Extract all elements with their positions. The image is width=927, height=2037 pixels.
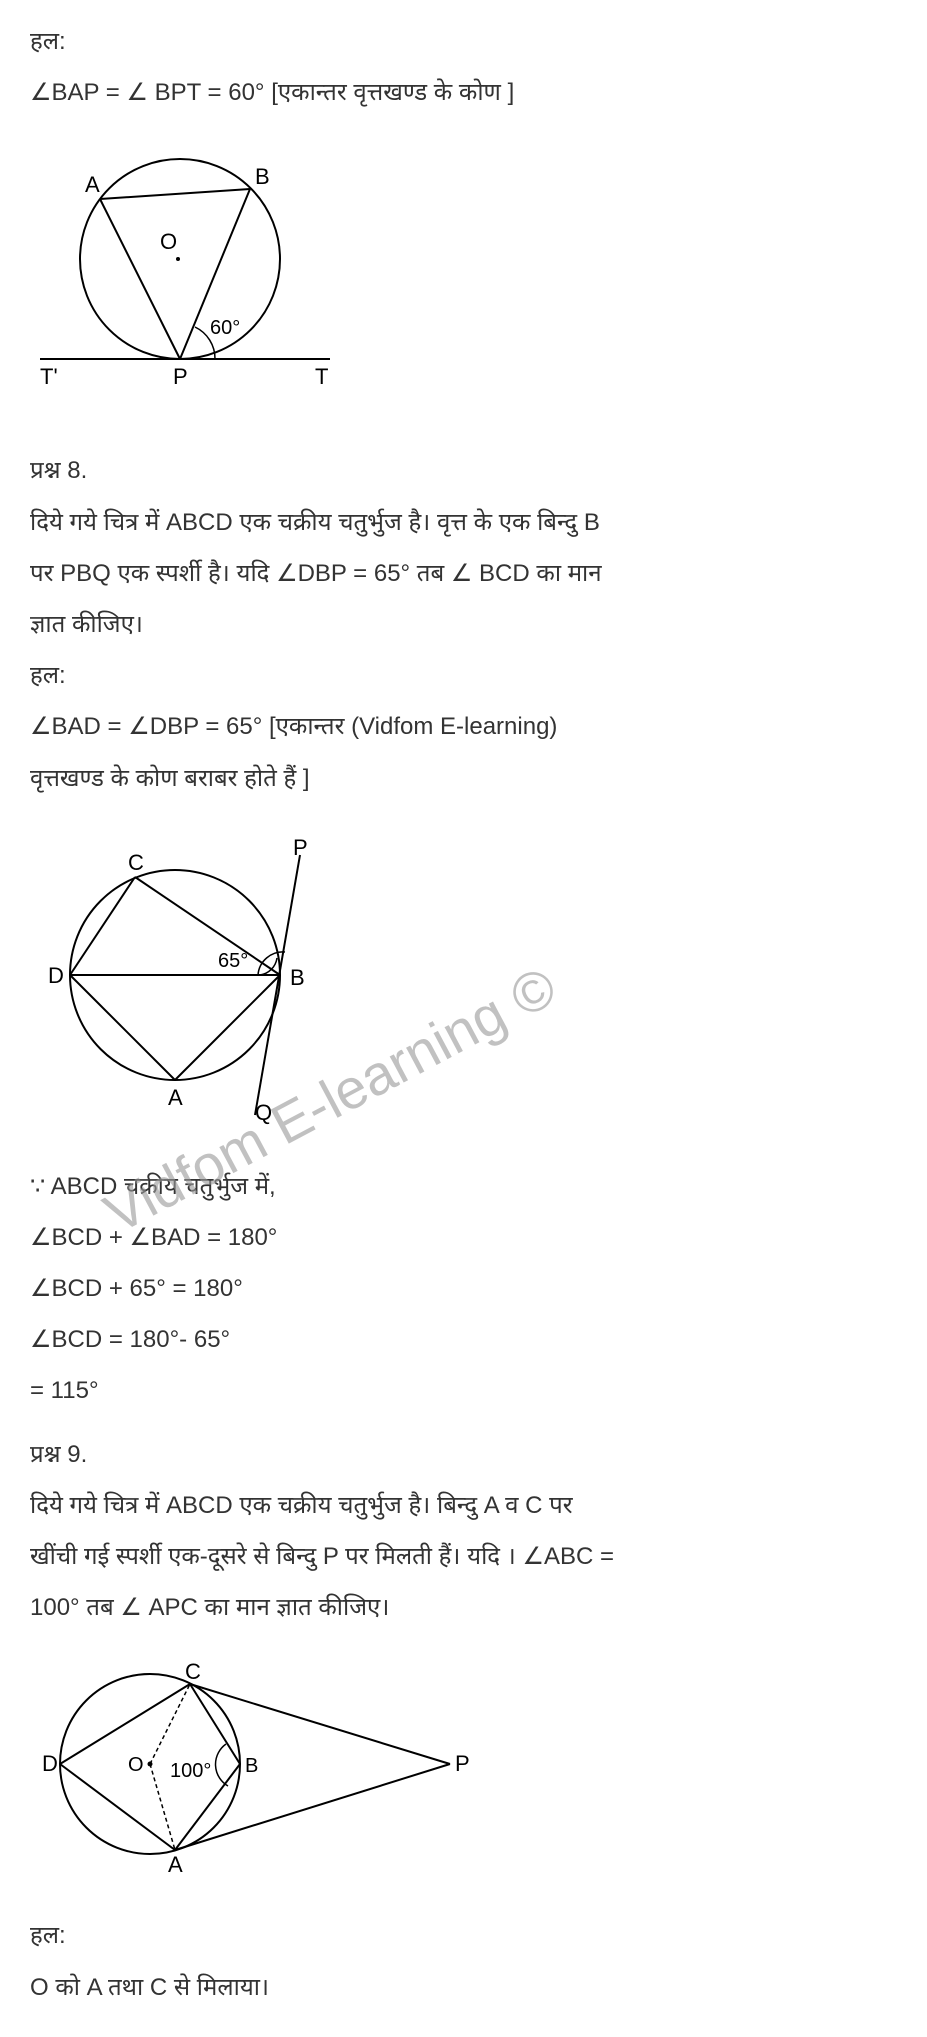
label3-A: A — [168, 1852, 183, 1877]
q8-calc-line4: ∠BCD = 180°- 65° — [30, 1318, 897, 1361]
q9-line2: खींची गई स्पर्शी एक-दूसरे से बिन्दु P पर… — [30, 1535, 897, 1578]
label2-D: D — [48, 963, 64, 988]
label3-C: C — [185, 1659, 201, 1684]
q8-calc-line5: = 115° — [30, 1369, 897, 1412]
solution-label: हल: — [30, 20, 897, 63]
q8-calc-line3: ∠BCD + 65° = 180° — [30, 1267, 897, 1310]
q9-line1: दिये गये चित्र में ABCD एक चक्रीय चतुर्भ… — [30, 1484, 897, 1527]
diagram-2: C P D B 65° A Q — [30, 815, 897, 1135]
q9-sol-label: हल: — [30, 1914, 897, 1957]
label3-B: B — [245, 1755, 258, 1777]
label-O: O — [160, 229, 177, 254]
q9-sol-line1: O को A तथा C से मिलाया। — [30, 1966, 897, 2009]
label-P: P — [173, 364, 188, 389]
diagram-3: C D O 100° B P A — [30, 1644, 897, 1884]
label3-P: P — [455, 1751, 470, 1776]
label-B: B — [255, 164, 270, 189]
label-A: A — [85, 172, 100, 197]
label2-Q: Q — [255, 1100, 272, 1125]
q8-calc-line1: ∵ ABCD चक्रीय चतुर्भुज में, — [30, 1165, 897, 1208]
q8-sol-line2: वृत्तखण्ड के कोण बराबर होते हैं ] — [30, 757, 897, 800]
diagram-1: A B O 60° T' P T — [30, 129, 897, 419]
q8-line3: ज्ञात कीजिए। — [30, 603, 897, 646]
q8-line2: पर PBQ एक स्पर्शी है। यदि ∠DBP = 65° तब … — [30, 552, 897, 595]
label2-C: C — [128, 850, 144, 875]
label3-angle-100: 100° — [170, 1760, 211, 1782]
label-T: T — [315, 364, 328, 389]
q9-heading: प्रश्न 9. — [30, 1433, 897, 1476]
label2-angle-65: 65° — [218, 950, 248, 972]
label2-P: P — [293, 835, 308, 860]
label-angle-60: 60° — [210, 317, 240, 339]
label2-B: B — [290, 965, 305, 990]
label3-D: D — [42, 1751, 58, 1776]
label3-O: O — [128, 1754, 144, 1776]
label2-A: A — [168, 1085, 183, 1110]
q8-sol-label: हल: — [30, 654, 897, 697]
q7-solution-text: ∠BAP = ∠ BPT = 60° [एकान्तर वृत्तखण्ड के… — [30, 71, 897, 114]
q8-calc-line2: ∠BCD + ∠BAD = 180° — [30, 1216, 897, 1259]
q8-line1: दिये गये चित्र में ABCD एक चक्रीय चतुर्भ… — [30, 501, 897, 544]
label-Tprime: T' — [40, 364, 58, 389]
q9-line3: 100° तब ∠ APC का मान ज्ञात कीजिए। — [30, 1586, 897, 1629]
q8-sol-line1: ∠BAD = ∠DBP = 65° [एकान्तर (Vidfom E-lea… — [30, 705, 897, 748]
q8-heading: प्रश्न 8. — [30, 449, 897, 492]
